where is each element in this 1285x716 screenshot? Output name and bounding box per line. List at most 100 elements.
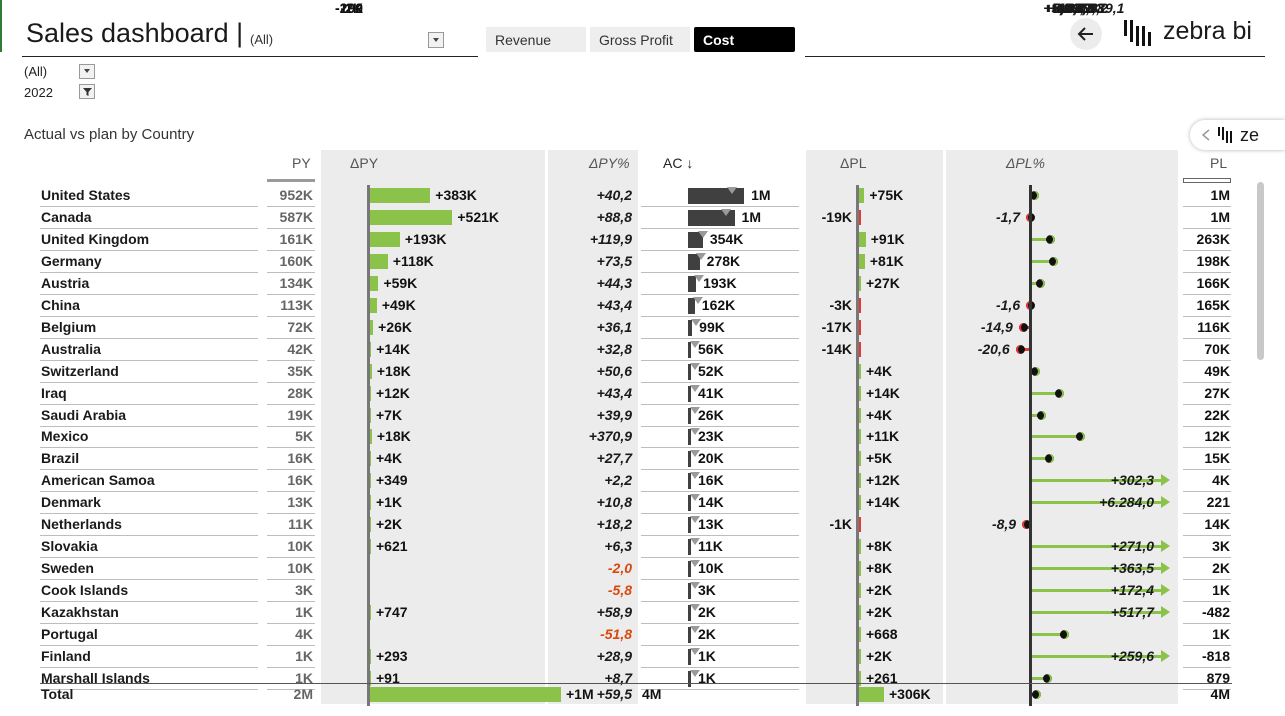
row-separator — [641, 469, 799, 471]
filter-icon — [83, 88, 92, 96]
dpl-value: +2K — [866, 582, 893, 599]
column-header-py[interactable]: PY — [292, 155, 311, 171]
row-separator — [1183, 293, 1231, 295]
tab-revenue[interactable]: Revenue — [486, 27, 586, 52]
column-header-pl[interactable]: PL — [1210, 155, 1228, 171]
py-value: 2M — [293, 686, 313, 702]
row-separator — [641, 447, 799, 449]
ac-value: 56K — [698, 340, 724, 357]
vertical-scrollbar[interactable] — [1257, 182, 1264, 360]
dpy-axis — [367, 360, 370, 383]
dpl-axis — [856, 536, 859, 559]
ac-value: 52K — [698, 362, 724, 379]
column-header-dpy[interactable]: ΔPY — [350, 155, 379, 171]
dpl-axis — [856, 492, 859, 515]
pl-header-marker — [1183, 178, 1231, 183]
dpl-bar — [858, 627, 861, 642]
back-button[interactable] — [1070, 18, 1102, 50]
dpy-pct-value: +88,8 — [596, 208, 632, 225]
column-header-dpy-pct[interactable]: ΔPY% — [589, 155, 630, 171]
py-value: 161K — [279, 230, 313, 247]
pl-value: 879 — [1206, 669, 1230, 686]
country-label: Switzerland — [41, 362, 119, 379]
dpl-pct-axis — [1029, 228, 1032, 251]
arrow-left-icon — [1077, 27, 1093, 41]
country-label: Germany — [41, 252, 102, 269]
dpl-value: +8K — [866, 560, 893, 577]
country-label: Belgium — [41, 318, 97, 335]
dpl-column-shade — [806, 150, 943, 704]
dpy-value: +91 — [376, 669, 400, 686]
dpl-pct-axis — [1029, 272, 1032, 295]
dpl-pct-axis — [1029, 624, 1032, 646]
py-value: 1K — [295, 604, 313, 621]
dpl-bar — [858, 363, 861, 379]
dpl-pct-stem — [1031, 545, 1161, 549]
ac-bar — [688, 605, 691, 622]
dpy-axis — [367, 206, 370, 229]
dpy-value: +12K — [376, 384, 410, 401]
dpy-value: +59K — [383, 274, 418, 291]
pl-value: 221 — [1206, 494, 1230, 511]
dpy-axis — [367, 250, 370, 273]
dpl-pct-arrow — [1161, 474, 1170, 487]
row-separator — [40, 381, 258, 383]
dpl-pct-stem — [1031, 237, 1051, 241]
dpl-bar — [858, 209, 861, 225]
dpl-bar — [858, 583, 861, 599]
row-separator — [641, 666, 799, 668]
row-separator — [40, 579, 258, 581]
ac-value: 278K — [706, 252, 741, 269]
dpl-pct-stem — [1019, 347, 1031, 351]
row-separator — [641, 623, 799, 625]
dpl-pct-dot — [1031, 690, 1041, 699]
dpl-pct-axis — [1029, 185, 1032, 207]
pl-value: 70K — [1204, 340, 1230, 357]
dpy-value: -2K — [340, 0, 363, 16]
row-separator — [1183, 491, 1231, 493]
row-separator — [267, 688, 315, 690]
row-separator — [1183, 271, 1231, 273]
dpl-pct-axis — [1029, 404, 1032, 427]
dpl-pct-stem — [1031, 633, 1064, 636]
ac-value: 1K — [698, 647, 716, 664]
column-header-ac[interactable]: AC ↓ — [663, 155, 694, 171]
ac-bar — [688, 670, 691, 687]
title-filter-dropdown[interactable] — [428, 32, 444, 48]
dpl-pct-arrow — [1161, 562, 1170, 575]
dpl-pct-dot — [1015, 344, 1025, 354]
ac-value: 162K — [701, 296, 736, 313]
dpy-axis — [367, 558, 370, 581]
tab-cost[interactable]: Cost — [694, 27, 795, 52]
column-header-dpl-pct[interactable]: ΔPL% — [1006, 155, 1045, 171]
row-separator — [1183, 381, 1231, 383]
dpl-pct-stem — [1031, 676, 1048, 680]
row-separator — [40, 535, 258, 537]
row-separator — [267, 645, 315, 646]
zebra-mini-tab[interactable]: ze — [1190, 120, 1285, 150]
dpy-axis — [367, 228, 370, 251]
tab-gross-profit[interactable]: Gross Profit — [590, 27, 690, 52]
dpl-pct-stem — [1031, 611, 1161, 615]
country-label: China — [41, 296, 80, 313]
ac-py-marker — [690, 538, 701, 546]
dpl-pct-axis — [1029, 645, 1032, 668]
country-label: Austria — [41, 274, 90, 291]
row-separator — [641, 381, 799, 383]
ac-bar — [688, 407, 691, 424]
country-label: Slovakia — [41, 538, 98, 555]
chart-title: Actual vs plan by Country — [24, 126, 195, 143]
title-filter-value[interactable]: (All) — [250, 32, 274, 47]
slicer-all-value[interactable]: (All) — [24, 64, 48, 79]
dpl-pct-value: +51,3 — [1068, 0, 1104, 16]
slicer-year-filter[interactable] — [79, 84, 95, 99]
row-separator — [641, 557, 799, 559]
dpy-value: +747 — [376, 604, 408, 621]
slicer-year-value[interactable]: 2022 — [24, 85, 53, 100]
column-header-dpl[interactable]: ΔPL — [840, 155, 867, 171]
dpl-pct-value: +89,1 — [1089, 0, 1125, 16]
ac-py-marker — [690, 428, 701, 436]
slicer-dropdown[interactable] — [79, 64, 95, 79]
dpl-bar — [858, 188, 865, 203]
dpy-pct-value: +39,9 — [596, 406, 632, 423]
